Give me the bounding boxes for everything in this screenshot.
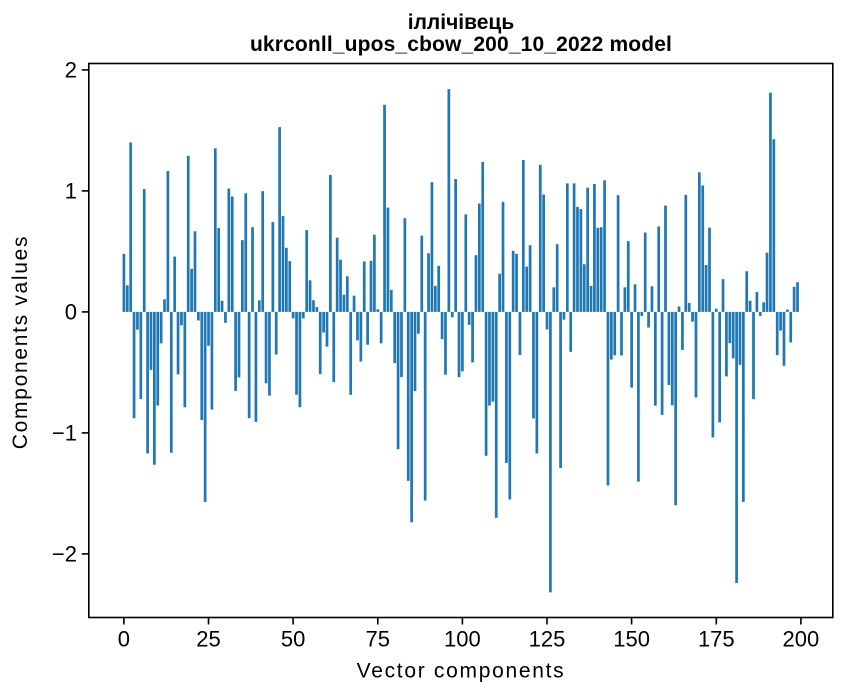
svg-text:175: 175 [698,627,735,652]
svg-text:125: 125 [529,627,566,652]
svg-text:1: 1 [65,179,77,204]
svg-text:іллічівець: іллічівець [408,11,515,34]
svg-text:−1: −1 [52,421,77,446]
svg-text:0: 0 [65,300,77,325]
svg-text:150: 150 [613,627,650,652]
svg-text:200: 200 [783,627,820,652]
svg-text:−2: −2 [52,542,77,567]
svg-text:Components values: Components values [9,235,32,450]
svg-text:Vector components: Vector components [357,660,566,683]
svg-text:ukrconll_upos_cbow_200_10_2022: ukrconll_upos_cbow_200_10_2022 model [250,33,672,56]
svg-text:25: 25 [196,627,220,652]
svg-text:100: 100 [444,627,481,652]
svg-text:75: 75 [366,627,390,652]
svg-text:0: 0 [118,627,130,652]
svg-text:50: 50 [281,627,305,652]
svg-text:2: 2 [65,58,77,83]
